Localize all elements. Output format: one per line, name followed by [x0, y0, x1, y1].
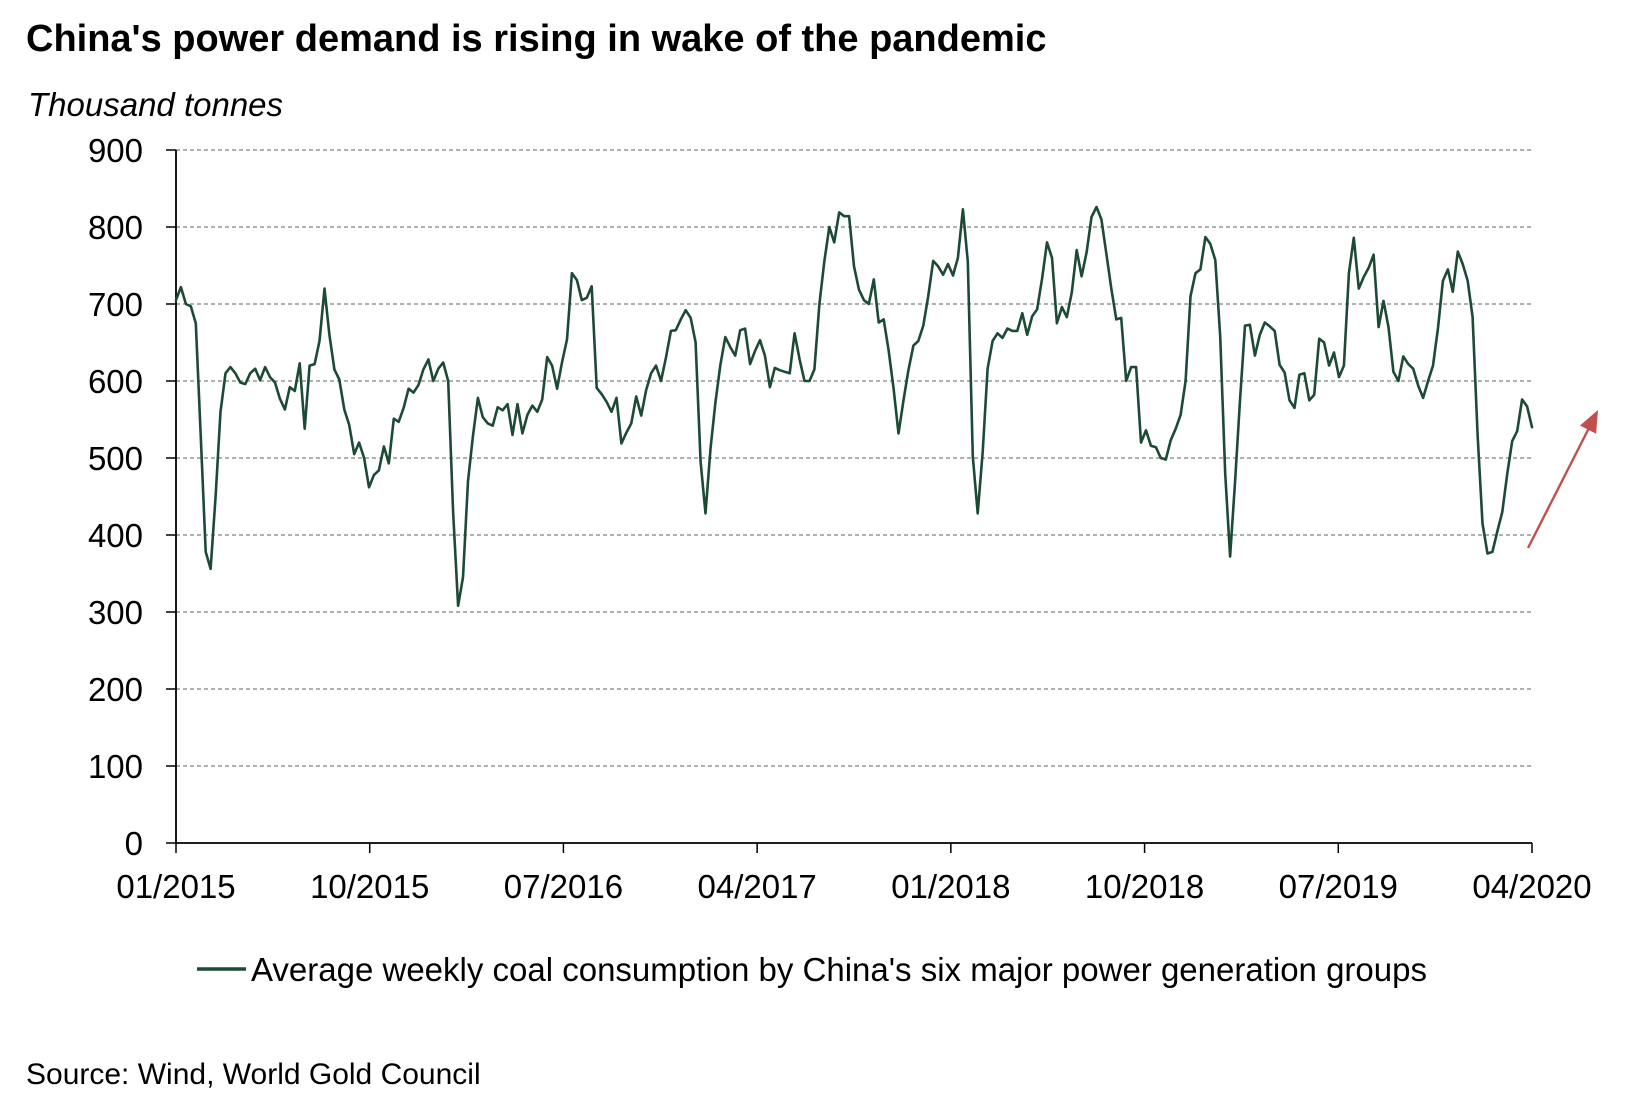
legend-label: Average weekly coal consumption by China… [251, 951, 1427, 988]
y-axis-ticks: 0 100 200 300 400 500 600 700 800 900 [88, 132, 176, 862]
y-tick-label: 900 [88, 132, 143, 169]
trend-arrow-shaft [1526, 421, 1594, 549]
x-axis-ticks: 01/2015 10/2015 07/2016 04/2017 01/2018 10/20… [116, 843, 1592, 905]
y-tick-label: 100 [88, 748, 143, 785]
chart-title: China's power demand is rising in wake o… [26, 18, 1047, 60]
y-tick-label: 200 [88, 671, 143, 708]
source-note: Source: Wind, World Gold Council [26, 1058, 481, 1091]
x-tick-label: 07/2016 [504, 868, 623, 905]
x-tick-label: 10/2018 [1085, 868, 1204, 905]
x-tick-label: 04/2020 [1472, 868, 1591, 905]
legend: Average weekly coal consumption by China… [197, 951, 1427, 988]
y-tick-label: 500 [88, 440, 143, 477]
y-tick-label: 600 [88, 363, 143, 400]
x-tick-label: 04/2017 [697, 868, 816, 905]
gridlines [176, 149, 1532, 767]
trend-arrow-head [1580, 410, 1598, 434]
x-tick-label: 01/2015 [116, 868, 235, 905]
y-tick-label: 0 [125, 825, 143, 862]
x-tick-label: 07/2019 [1279, 868, 1398, 905]
annotations [1526, 410, 1598, 549]
x-tick-label: 10/2015 [310, 868, 429, 905]
series-group [174, 205, 1534, 608]
y-tick-label: 700 [88, 286, 143, 323]
y-axis-unit-label: Thousand tonnes [28, 86, 284, 123]
y-tick-label: 800 [88, 209, 143, 246]
y-tick-label: 300 [88, 594, 143, 631]
y-tick-label: 400 [88, 517, 143, 554]
x-tick-label: 01/2018 [891, 868, 1010, 905]
series-line-0 [174, 205, 1534, 608]
axes [175, 150, 1532, 844]
